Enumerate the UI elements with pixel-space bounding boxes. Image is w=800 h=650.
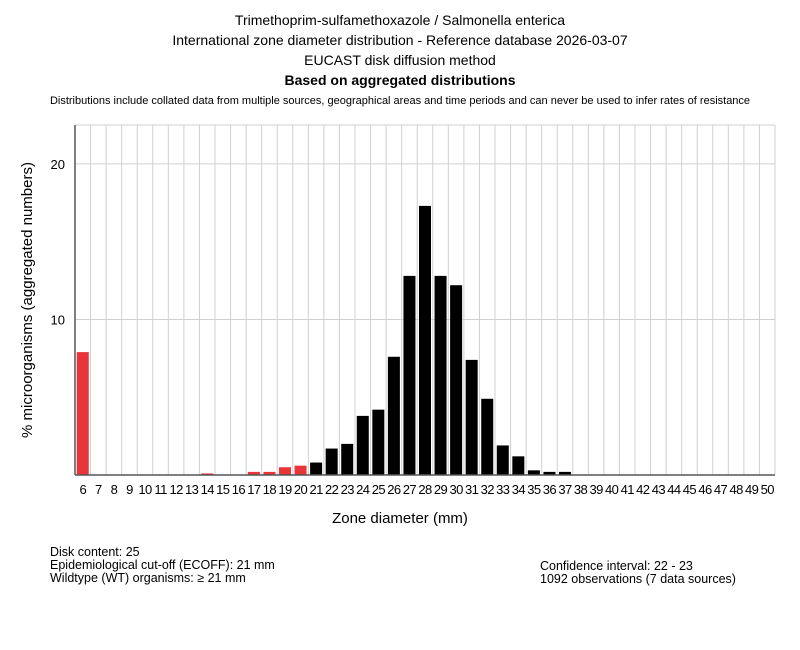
x-tick-label: 9 — [126, 482, 133, 497]
confidence-interval: Confidence interval: 22 - 23 — [540, 559, 693, 573]
x-tick-label: 26 — [387, 482, 401, 497]
bar-33 — [496, 445, 509, 475]
x-tick-label: 8 — [111, 482, 118, 497]
bar-28 — [419, 205, 431, 475]
bar-17 — [247, 471, 260, 475]
bar-30 — [450, 285, 463, 475]
x-tick-label: 33 — [496, 482, 510, 497]
x-tick-label: 15 — [216, 482, 230, 497]
x-tick-label: 28 — [418, 482, 432, 497]
x-tick-label: 40 — [605, 482, 619, 497]
x-tick-label: 47 — [714, 482, 728, 497]
x-tick-label: 22 — [325, 482, 339, 497]
x-tick-label: 29 — [434, 482, 448, 497]
bar-14 — [201, 473, 214, 475]
bar-32 — [481, 398, 494, 475]
bar-36 — [543, 471, 556, 475]
x-tick-label: 7 — [95, 482, 102, 497]
bar-37 — [559, 471, 571, 475]
y-tick-label: 10 — [51, 312, 65, 327]
disk-content: Disk content: 25 — [50, 545, 140, 559]
x-tick-label: 24 — [356, 482, 370, 497]
chart-subtitle-method: EUCAST disk diffusion method — [304, 52, 496, 68]
x-tick-label: 13 — [185, 482, 199, 497]
bar-24 — [356, 415, 369, 475]
x-tick-label: 30 — [449, 482, 463, 497]
x-tick-label: 17 — [247, 482, 261, 497]
x-tick-label: 48 — [729, 482, 743, 497]
x-tick-label: 21 — [309, 482, 323, 497]
x-tick-label: 35 — [527, 482, 541, 497]
chart-subtitle-database: International zone diameter distribution… — [172, 32, 628, 48]
bar-18 — [263, 471, 276, 475]
x-tick-label: 46 — [698, 482, 712, 497]
y-tick-label: 20 — [51, 157, 65, 172]
bar-29 — [434, 275, 447, 475]
x-tick-label: 32 — [481, 482, 495, 497]
bar-19 — [279, 467, 291, 475]
x-tick-label: 36 — [543, 482, 557, 497]
x-tick-label: 42 — [636, 482, 650, 497]
x-tick-label: 45 — [683, 482, 697, 497]
x-tick-label: 41 — [621, 482, 635, 497]
x-tick-label: 12 — [169, 482, 183, 497]
bar-26 — [387, 356, 400, 475]
x-tick-label: 44 — [667, 482, 681, 497]
chart-subtitle-aggregated: Based on aggregated distributions — [284, 72, 516, 88]
x-tick-label: 39 — [589, 482, 603, 497]
x-tick-label: 27 — [403, 482, 417, 497]
bar-20 — [294, 465, 307, 475]
bar-22 — [325, 448, 338, 475]
x-tick-label: 31 — [465, 482, 479, 497]
y-axis-label: % microorganisms (aggregated numbers) — [19, 162, 36, 438]
chart-title: Trimethoprim-sulfamethoxazole / Salmonel… — [234, 12, 566, 28]
x-tick-label: 23 — [341, 482, 355, 497]
x-tick-label: 11 — [154, 482, 167, 497]
disclaimer-note: Distributions include collated data from… — [49, 95, 751, 107]
x-tick-label: 20 — [294, 482, 308, 497]
bar-31 — [465, 359, 478, 475]
x-tick-label: 25 — [372, 482, 386, 497]
bar-25 — [372, 409, 385, 475]
x-tick-label: 14 — [201, 482, 215, 497]
bar-35 — [527, 470, 540, 475]
bar-27 — [403, 275, 416, 475]
x-tick-label: 43 — [652, 482, 666, 497]
bar-34 — [512, 456, 525, 475]
observations-count: 1092 observations (7 data sources) — [540, 572, 736, 586]
x-tick-label: 10 — [138, 482, 152, 497]
x-tick-label: 50 — [761, 482, 775, 497]
bar-23 — [341, 443, 354, 475]
x-tick-label: 18 — [263, 482, 277, 497]
x-axis-label: Zone diameter (mm) — [332, 510, 468, 527]
x-tick-label: 38 — [574, 482, 588, 497]
bar-21 — [310, 462, 323, 475]
x-tick-label: 49 — [745, 482, 759, 497]
x-tick-label: 19 — [278, 482, 292, 497]
x-tick-label: 34 — [512, 482, 526, 497]
x-tick-label: 37 — [558, 482, 572, 497]
x-tick-label: 16 — [232, 482, 246, 497]
ecoff-info: Epidemiological cut-off (ECOFF): 21 mm — [50, 558, 275, 572]
bar-6 — [76, 352, 89, 475]
wildtype-info: Wildtype (WT) organisms: ≥ 21 mm — [50, 571, 246, 585]
x-tick-label: 6 — [79, 482, 86, 497]
